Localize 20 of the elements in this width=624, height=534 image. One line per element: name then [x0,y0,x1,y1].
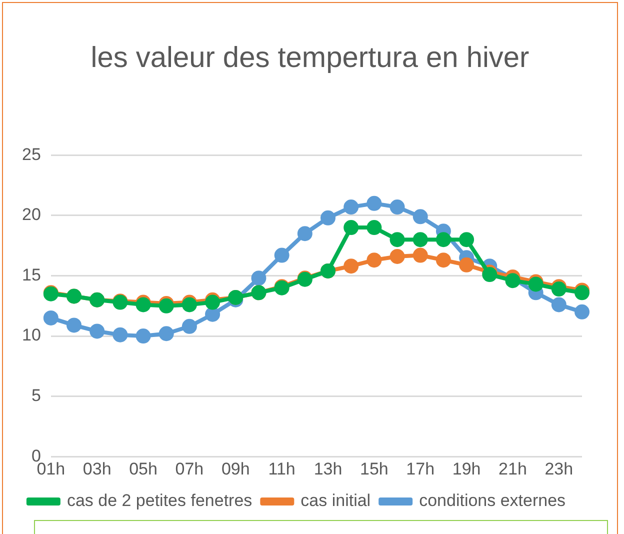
x-tick-label: 19h [452,459,481,478]
x-tick-label: 23h [544,459,574,478]
legend-label: cas de 2 petites fenetres [66,491,252,510]
legend-label: conditions externes [419,491,566,510]
x-tick-label: 09h [221,459,250,478]
x-tick-label: 11h [268,459,296,478]
x-tick-label: 07h [175,459,204,478]
y-tick-label: 25 [22,144,41,164]
x-tick-label: 21h [498,459,527,478]
legend-label: cas initial [300,491,371,510]
x-tick-label: 17h [406,459,435,478]
x-tick-label: 13h [314,459,342,478]
chart-title: les valeur des tempertura en hiver [90,41,530,76]
y-tick-label: 20 [22,205,41,224]
x-tick-label: 03h [82,459,112,478]
y-tick-label: 5 [31,386,41,406]
y-tick-label: 10 [22,326,41,345]
y-tick-label: 15 [22,265,41,284]
x-tick-label: 05h [129,459,158,478]
x-tick-label: 15h [360,459,388,478]
